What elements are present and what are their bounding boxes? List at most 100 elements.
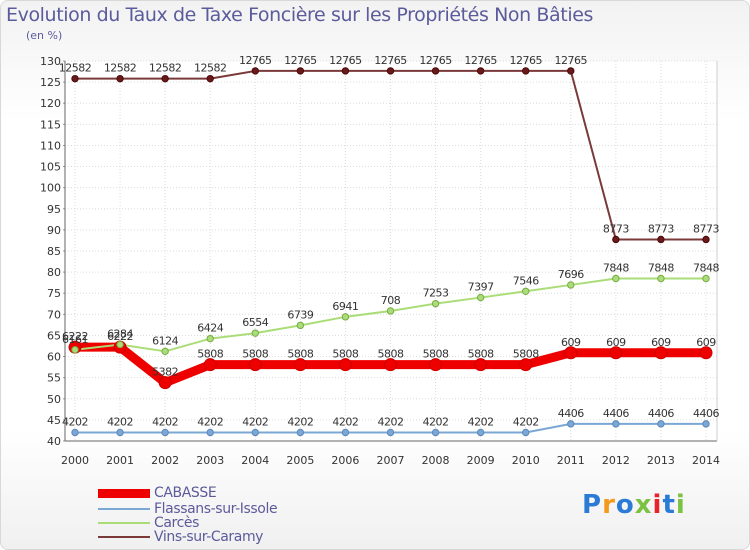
- legend-item-vins: Vins-sur-Caramy: [98, 529, 264, 545]
- data-label: 5808: [287, 348, 313, 361]
- legend-swatch: [98, 536, 150, 538]
- series-points: [68, 67, 713, 437]
- data-label: 5808: [332, 348, 358, 361]
- data-label: 5808: [242, 348, 268, 361]
- data-point: [341, 428, 350, 437]
- data-point: [702, 235, 710, 244]
- data-point: [251, 67, 259, 75]
- y-tick-label: 70: [47, 308, 61, 321]
- data-label: 4406: [603, 407, 629, 420]
- data-label: 7546: [513, 274, 539, 287]
- data-point: [206, 428, 214, 437]
- data-label: 4406: [558, 407, 584, 420]
- x-tick-label: 2012: [602, 454, 630, 467]
- data-label: 4406: [693, 407, 719, 420]
- data-point: [702, 420, 710, 428]
- data-label: 4202: [197, 415, 223, 428]
- data-label: 6222: [107, 330, 133, 343]
- data-label: 7848: [693, 262, 719, 275]
- x-tick-label: 2002: [151, 454, 179, 467]
- data-point: [293, 358, 307, 372]
- data-point: [429, 358, 443, 372]
- point-labels: 6222 6222 5382 5808 5808 5808 5808 5808 5808 5808…: [59, 54, 720, 429]
- data-label: 8773: [603, 222, 629, 235]
- data-label: 4202: [107, 415, 133, 428]
- x-tick-label: 2003: [196, 454, 224, 467]
- x-tick-label: 2000: [61, 454, 89, 467]
- y-tick-label: 65: [47, 329, 61, 342]
- data-label: 5382: [152, 366, 178, 379]
- data-point: [612, 235, 620, 244]
- data-point: [116, 428, 124, 437]
- data-label: 4202: [378, 415, 404, 428]
- data-point: [654, 346, 668, 360]
- data-label: 5808: [513, 348, 539, 361]
- logo-letter: i: [652, 490, 663, 520]
- logo-letter: t: [662, 490, 676, 520]
- data-point: [386, 67, 395, 75]
- y-tick-label: 80: [47, 266, 61, 279]
- data-point: [699, 346, 713, 360]
- data-label: 609: [561, 336, 581, 349]
- data-label: 12765: [284, 54, 317, 67]
- data-label: 4202: [152, 415, 178, 428]
- data-point: [296, 67, 305, 75]
- data-label: 12765: [329, 54, 362, 67]
- data-label: 4406: [648, 407, 674, 420]
- legend-swatch: [98, 488, 150, 498]
- legend-label: Vins-sur-Caramy: [154, 529, 264, 545]
- data-point: [522, 428, 530, 437]
- axes: 40 45 50 55 60 65 70 75 80 85 90 95 100 105 110 115 120 1…: [40, 55, 720, 467]
- logo-letter: o: [615, 490, 635, 520]
- data-label: 6424: [197, 322, 223, 335]
- data-label: 4202: [513, 415, 539, 428]
- x-tick-label: 2009: [467, 454, 495, 467]
- data-point: [296, 428, 305, 437]
- y-tick-label: 115: [40, 118, 61, 131]
- legend-label: CABASSE: [154, 485, 217, 501]
- y-tick-label: 40: [47, 435, 61, 448]
- x-tick-label: 2004: [241, 454, 269, 467]
- x-tick-label: 2014: [692, 454, 720, 467]
- data-label: 12765: [509, 54, 542, 67]
- data-point: [474, 358, 488, 372]
- y-tick-label: 90: [47, 224, 61, 237]
- data-point: [612, 420, 620, 428]
- x-tick-label: 2010: [512, 454, 540, 467]
- data-point: [116, 340, 124, 349]
- y-tick-label: 125: [40, 76, 61, 89]
- data-label: 7397: [468, 281, 494, 294]
- x-tick-label: 2001: [106, 454, 134, 467]
- data-point: [386, 307, 395, 315]
- data-point: [476, 293, 485, 302]
- data-label: 6124: [152, 334, 178, 347]
- data-label: 5808: [378, 348, 404, 361]
- data-label: 4202: [287, 415, 313, 428]
- logo-letter: r: [602, 490, 616, 520]
- data-point: [567, 281, 575, 289]
- data-label: 4202: [62, 415, 88, 428]
- legend-item-flassans: Flassans-sur-Issole: [98, 501, 278, 517]
- proxiti-logo: Proxiti: [582, 490, 686, 520]
- data-point: [702, 274, 710, 283]
- data-label: 4202: [423, 415, 449, 428]
- data-point: [612, 274, 620, 283]
- data-label: 12765: [239, 54, 272, 67]
- legend-item-carces: Carcès: [98, 515, 200, 531]
- data-point: [431, 428, 440, 437]
- data-point: [476, 428, 485, 437]
- y-tick-label: 100: [40, 182, 61, 195]
- data-label: 8773: [648, 222, 674, 235]
- data-point: [657, 274, 665, 283]
- legend-label: Flassans-sur-Issole: [154, 501, 278, 517]
- data-label: 4202: [242, 415, 268, 428]
- logo-letter: P: [582, 490, 603, 520]
- data-point: [71, 346, 79, 354]
- data-point: [341, 67, 350, 75]
- data-point: [161, 428, 169, 437]
- data-label: 708: [381, 294, 401, 307]
- data-point: [206, 334, 214, 343]
- data-point: [609, 346, 623, 360]
- legend-label: Carcès: [154, 515, 200, 531]
